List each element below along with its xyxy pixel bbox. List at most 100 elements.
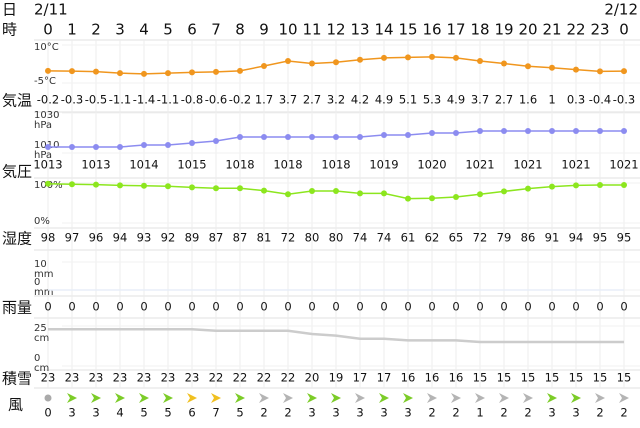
data-point xyxy=(597,68,603,75)
value-label: 15 xyxy=(545,371,560,385)
value-label: -0.4 xyxy=(589,93,611,107)
value-label: 80 xyxy=(329,231,344,245)
data-point xyxy=(549,128,555,134)
value-label: 17 xyxy=(353,371,368,385)
data-point xyxy=(285,57,291,64)
value-label: 22 xyxy=(281,371,296,385)
value-label: 0 xyxy=(236,300,243,314)
y-tick-label: 10°C xyxy=(34,42,59,53)
value-label: 1018 xyxy=(321,158,350,172)
data-point xyxy=(621,68,627,75)
value-label: 0.3 xyxy=(567,93,585,107)
data-point xyxy=(333,134,339,140)
value-label: 0 xyxy=(620,300,627,314)
data-point xyxy=(549,183,555,190)
data-point xyxy=(117,144,123,150)
hour-label: 4 xyxy=(139,21,149,39)
value-label: 1013 xyxy=(81,158,110,172)
data-point xyxy=(261,63,267,70)
value-label: 23 xyxy=(113,371,128,385)
value-label: 4.9 xyxy=(375,93,393,107)
value-label: 22 xyxy=(209,371,224,385)
data-point xyxy=(477,128,483,134)
data-point xyxy=(453,130,459,136)
wind-speed: 4 xyxy=(116,406,123,420)
wind-icon xyxy=(379,393,389,403)
data-point xyxy=(141,70,147,77)
value-label: 23 xyxy=(41,371,56,385)
wind-speed: 2 xyxy=(428,406,435,420)
data-point xyxy=(285,134,291,140)
data-point xyxy=(381,54,387,61)
value-label: 15 xyxy=(593,371,608,385)
value-label: 3.7 xyxy=(279,93,297,107)
data-point xyxy=(381,190,387,197)
value-label: 74 xyxy=(353,231,368,245)
data-point xyxy=(261,134,267,140)
value-label: 0 xyxy=(404,300,411,314)
hour-label: 18 xyxy=(470,21,489,39)
wind-icon xyxy=(451,393,461,403)
wind-speed: 6 xyxy=(188,406,195,420)
wind-speed: 3 xyxy=(380,406,387,420)
hour-label: 17 xyxy=(446,21,465,39)
data-point xyxy=(93,144,99,150)
wind-speed: 1 xyxy=(476,406,483,420)
value-label: 0 xyxy=(356,300,363,314)
wind-icon xyxy=(187,393,197,403)
value-label: 91 xyxy=(545,231,560,245)
data-point xyxy=(333,59,339,66)
value-label: 94 xyxy=(569,231,584,245)
wind-speed: 3 xyxy=(356,406,363,420)
data-point xyxy=(357,56,363,63)
hour-label: 14 xyxy=(374,21,393,39)
value-label: 95 xyxy=(617,231,632,245)
wind-icon xyxy=(403,393,413,403)
data-point xyxy=(165,142,171,148)
data-point xyxy=(93,68,99,75)
data-point xyxy=(285,191,291,198)
wind-icon xyxy=(427,393,437,403)
data-point xyxy=(453,194,459,200)
data-point xyxy=(621,182,627,188)
row-label: 時 xyxy=(2,21,17,39)
y-tick-unit: mm xyxy=(34,269,53,280)
wind-icon xyxy=(307,393,317,403)
data-point xyxy=(501,188,507,195)
data-point xyxy=(597,182,603,188)
wind-icon xyxy=(259,393,269,403)
value-label: 0 xyxy=(524,300,531,314)
value-label: 23 xyxy=(65,371,80,385)
wind-icon xyxy=(355,393,365,403)
value-label: 1021 xyxy=(561,158,590,172)
wind-icon xyxy=(235,393,245,403)
value-label: 1021 xyxy=(609,158,638,172)
value-label: 0 xyxy=(140,300,147,314)
value-label: 5.1 xyxy=(399,93,417,107)
y-tick-label: 1030 xyxy=(34,110,59,121)
value-label: 22 xyxy=(233,371,248,385)
value-label: 80 xyxy=(305,231,320,245)
value-label: -0.2 xyxy=(229,93,251,107)
value-label: 1018 xyxy=(225,158,254,172)
value-label: 1018 xyxy=(273,158,302,172)
row-label: 気温 xyxy=(2,92,32,110)
data-point xyxy=(213,68,219,75)
data-point xyxy=(261,187,267,194)
value-label: 15 xyxy=(569,371,584,385)
value-label: 15 xyxy=(617,371,632,385)
value-label: 15 xyxy=(473,371,488,385)
value-label: -0.5 xyxy=(85,93,107,107)
data-point xyxy=(429,130,435,136)
data-point xyxy=(333,188,339,194)
wind-speed: 3 xyxy=(404,406,411,420)
data-point xyxy=(405,195,411,202)
value-label: 23 xyxy=(161,371,176,385)
wind-speed: 3 xyxy=(308,406,315,420)
value-label: 22 xyxy=(257,371,272,385)
hour-label: 2 xyxy=(91,21,101,39)
data-point xyxy=(93,181,99,188)
value-label: 15 xyxy=(497,371,512,385)
value-label: 16 xyxy=(425,371,440,385)
